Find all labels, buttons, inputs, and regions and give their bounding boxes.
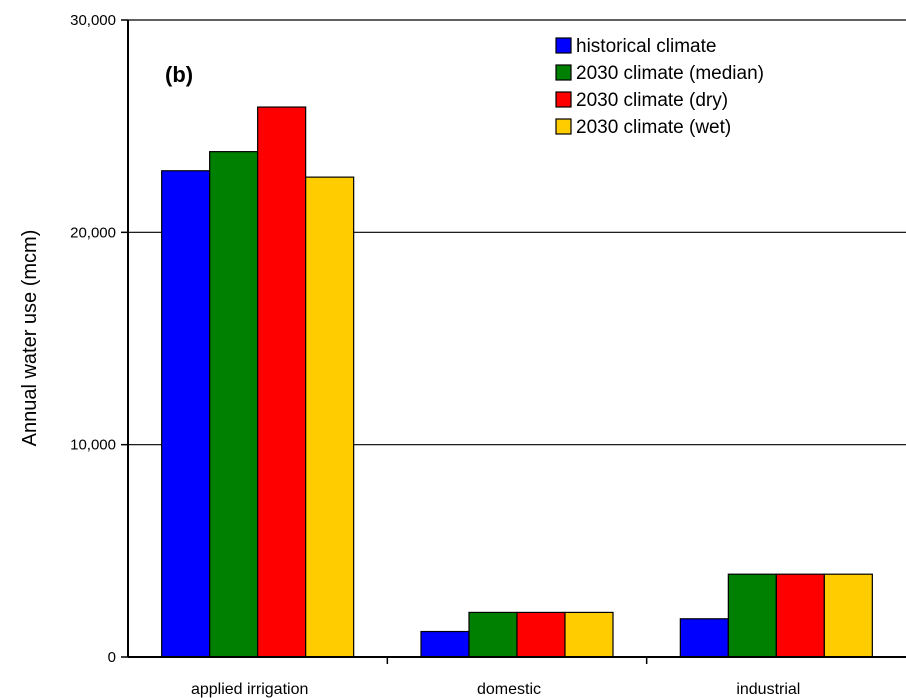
bar-applied-irrigation-1 — [209, 151, 259, 658]
bar-applied-irrigation-3 — [305, 176, 355, 658]
bars — [161, 106, 873, 658]
bar-industrial-2 — [775, 573, 825, 658]
y-tick-label: 30,000 — [70, 12, 116, 29]
y-tick-label: 10,000 — [70, 437, 116, 454]
bar-domestic-1 — [468, 611, 518, 658]
bar-domestic-0 — [420, 630, 470, 658]
x-category-label: applied irrigation — [191, 681, 308, 698]
bar-industrial-3 — [823, 573, 873, 658]
x-category-label: domestic — [477, 681, 541, 698]
legend-swatch — [555, 118, 572, 135]
bar-industrial-1 — [727, 573, 777, 658]
legend-swatch — [555, 64, 572, 81]
bar-domestic-2 — [516, 611, 566, 658]
x-categories: applied irrigation domestic industrial — [191, 657, 800, 698]
legend-label: historical climate — [576, 36, 716, 57]
y-ticks: 0 10,000 20,000 30,000 — [70, 12, 128, 666]
bar-domestic-3 — [564, 611, 614, 658]
axes — [127, 20, 906, 658]
bar-industrial-0 — [679, 618, 729, 658]
legend-label: 2030 climate (wet) — [576, 117, 731, 138]
legend: historical climate 2030 climate (median) 2… — [555, 36, 764, 138]
y-tick-label: 0 — [108, 649, 116, 666]
panel-label: (b) — [165, 62, 193, 87]
legend-swatch — [555, 37, 572, 54]
y-axis-title: Annual water use (mcm) — [19, 230, 41, 447]
y-tick-label: 20,000 — [70, 224, 116, 241]
bar-applied-irrigation-0 — [161, 170, 211, 658]
bar-applied-irrigation-2 — [257, 106, 307, 658]
legend-label: 2030 climate (median) — [576, 63, 764, 84]
legend-swatch — [555, 91, 572, 108]
legend-label: 2030 climate (dry) — [576, 90, 728, 111]
x-category-label: industrial — [736, 681, 800, 698]
